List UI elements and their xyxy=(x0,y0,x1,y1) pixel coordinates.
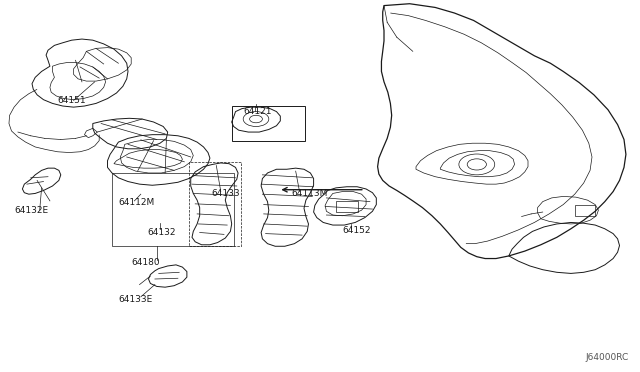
Text: 64133: 64133 xyxy=(211,189,240,198)
Text: J64000RC: J64000RC xyxy=(585,353,628,362)
Text: 64152: 64152 xyxy=(342,226,371,235)
Bar xyxy=(575,205,595,216)
Text: 64113M: 64113M xyxy=(291,189,328,198)
Text: 64180: 64180 xyxy=(131,258,160,267)
Text: 64132: 64132 xyxy=(147,228,176,237)
Bar xyxy=(336,201,358,212)
Bar xyxy=(189,162,241,246)
Text: 64112M: 64112M xyxy=(118,198,155,207)
Text: 64132E: 64132E xyxy=(14,206,48,215)
Bar xyxy=(232,106,305,141)
Text: 64121: 64121 xyxy=(243,107,272,116)
Text: 64133E: 64133E xyxy=(118,295,153,304)
Text: 64151: 64151 xyxy=(58,96,86,105)
Bar xyxy=(112,173,234,246)
